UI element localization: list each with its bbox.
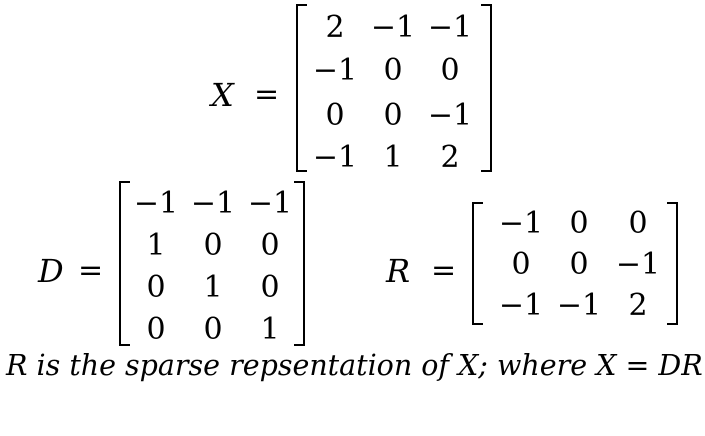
matrix-x-cell: −1 <box>370 10 416 45</box>
matrix-x-cell: 2 <box>440 140 460 175</box>
matrix-x-cell: 0 <box>383 98 403 133</box>
matrix-d-cell: 1 <box>203 270 223 305</box>
matrix-x: 2 −1 −1 −1 0 0 0 0 −1 −1 1 2 <box>296 4 492 175</box>
matrix-d-cell: 0 <box>146 312 166 347</box>
matrix-x-cell: 0 <box>440 53 460 88</box>
right-bracket <box>481 4 492 172</box>
matrix-d-cell: −1 <box>190 186 236 221</box>
matrix-x-cell: 0 <box>325 98 345 133</box>
matrix-x-cell: −1 <box>427 10 473 45</box>
matrix-x-equals: = <box>254 77 280 112</box>
matrix-x-cell: −1 <box>312 140 358 175</box>
matrix-d-cell: 0 <box>203 228 223 263</box>
matrix-d-cell: 0 <box>260 270 280 305</box>
matrix-d: −1 −1 −1 1 0 0 0 1 0 0 0 1 <box>119 181 305 346</box>
matrix-d-cell: −1 <box>133 186 179 221</box>
matrix-x-symbol: X <box>211 76 234 114</box>
matrix-r-cell: −1 <box>615 247 661 282</box>
matrix-r-cell: 0 <box>569 206 589 241</box>
caption: R is the sparse repsentation of X; where… <box>6 349 703 382</box>
matrix-d-equals: = <box>78 253 104 288</box>
matrix-x-cell: 0 <box>383 53 403 88</box>
matrix-x-cell: −1 <box>312 53 358 88</box>
matrix-d-symbol: D <box>38 252 64 290</box>
left-bracket <box>119 181 130 346</box>
left-bracket <box>472 202 483 325</box>
left-bracket <box>296 4 307 172</box>
matrix-x-cell: −1 <box>427 98 473 133</box>
matrix-d-cell: 0 <box>203 312 223 347</box>
matrix-r-cell: 0 <box>628 206 648 241</box>
matrix-x-cell: 1 <box>383 140 403 175</box>
matrix-r-equals: = <box>431 253 457 288</box>
matrix-r-cell: 2 <box>628 288 648 323</box>
matrix-r-cell: −1 <box>556 288 602 323</box>
matrix-d-cell: −1 <box>247 186 293 221</box>
matrix-d-cell: 1 <box>146 228 166 263</box>
matrix-r: −1 0 0 0 0 −1 −1 −1 2 <box>472 202 678 325</box>
matrix-r-cell: −1 <box>498 206 544 241</box>
matrix-d-cell: 0 <box>146 270 166 305</box>
matrix-r-cell: −1 <box>498 288 544 323</box>
right-bracket <box>667 202 678 325</box>
matrix-r-cell: 0 <box>569 247 589 282</box>
matrix-r-cell: 0 <box>511 247 531 282</box>
matrix-d-cell: 1 <box>260 312 280 347</box>
matrix-r-symbol: R <box>386 252 411 290</box>
right-bracket <box>294 181 305 346</box>
matrix-x-cell: 2 <box>325 10 345 45</box>
matrix-d-cell: 0 <box>260 228 280 263</box>
